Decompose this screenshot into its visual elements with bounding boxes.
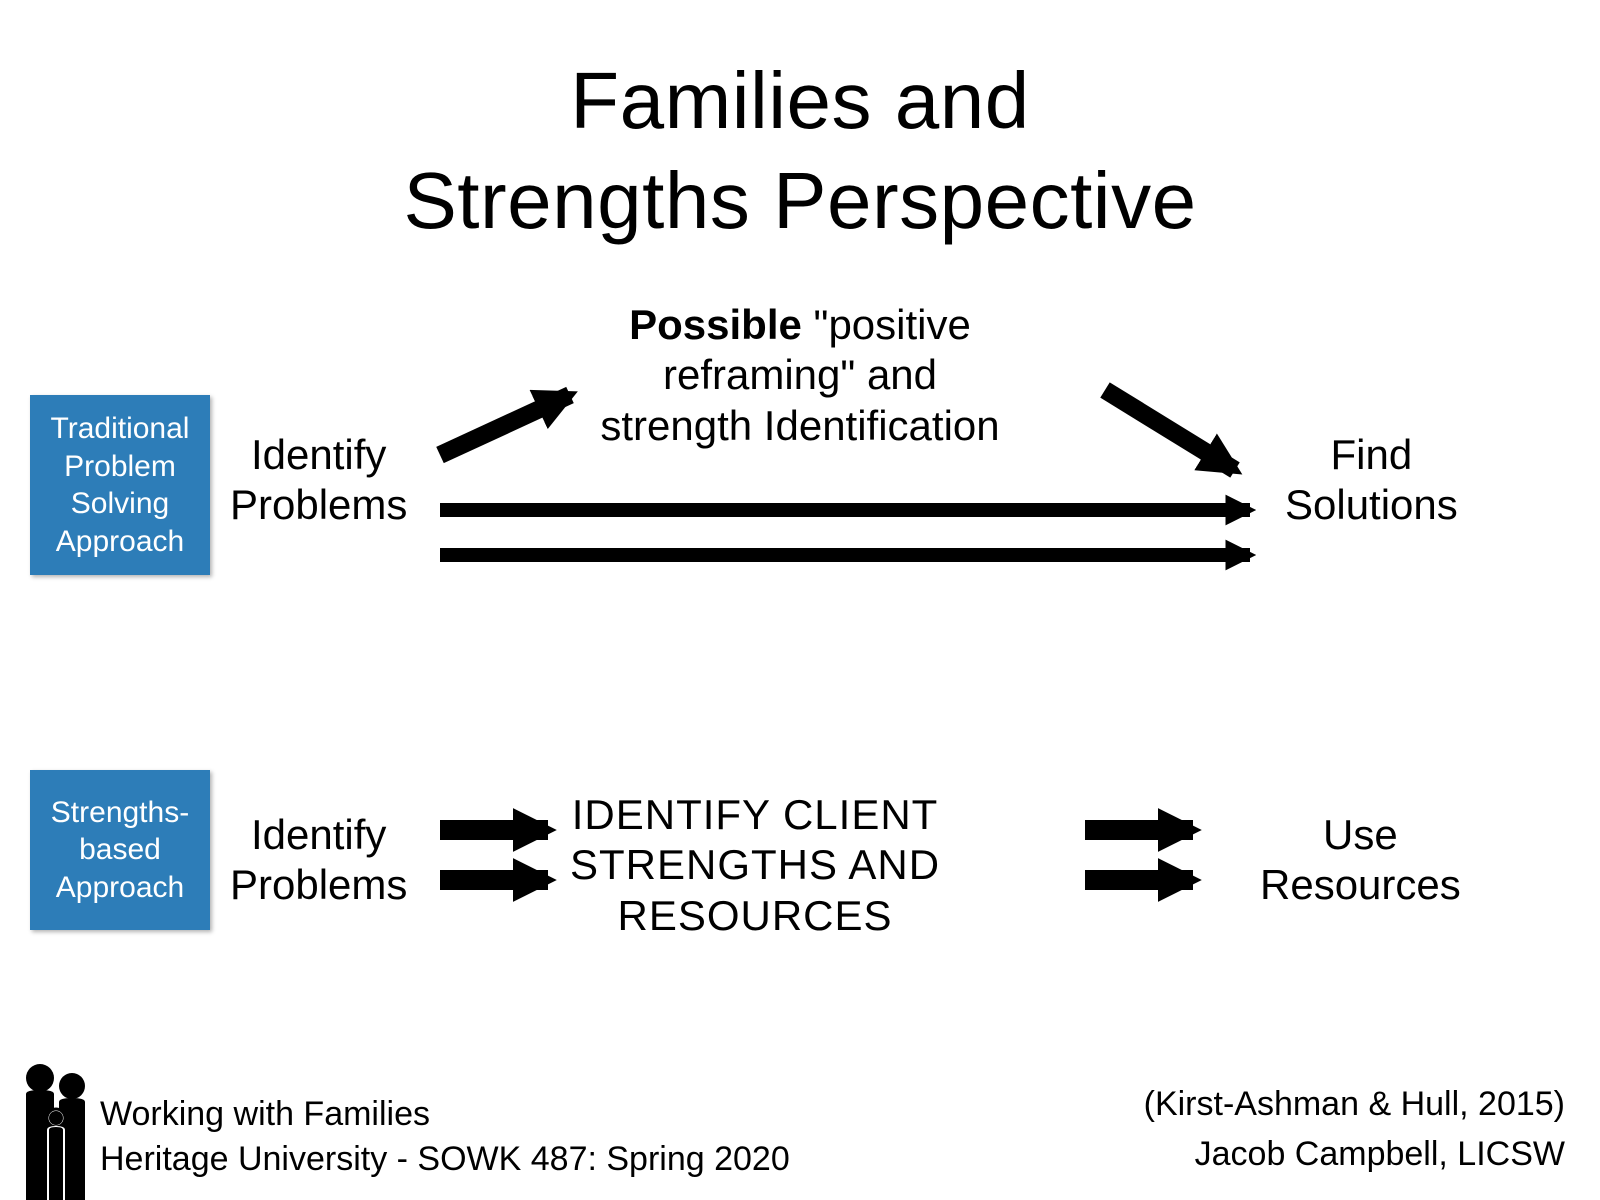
title-line2: Strengths Perspective	[0, 155, 1600, 247]
box-traditional-text: TraditionalProblemSolvingApproach	[51, 410, 190, 560]
box-strengths-approach: Strengths-basedApproach	[30, 770, 210, 930]
footer-right-2: Jacob Campbell, LICSW	[1195, 1135, 1565, 1174]
label-identify-strengths: IDENTIFY CLIENTSTRENGTHS ANDRESOURCES	[570, 790, 940, 941]
label-use-resources: UseResources	[1260, 810, 1461, 911]
box-strengths-text: Strengths-basedApproach	[51, 794, 189, 907]
label-identify-problems-2: IdentifyProblems	[230, 810, 407, 911]
label-possible-reframing: Possible "positivereframing" andstrength…	[490, 300, 1110, 451]
label-identify-problems-1: IdentifyProblems	[230, 430, 407, 531]
label-find-solutions: FindSolutions	[1285, 430, 1458, 531]
footer-left-1: Working with Families	[100, 1095, 430, 1134]
title-line1: Families and	[0, 55, 1600, 147]
footer-left-2: Heritage University - SOWK 487: Spring 2…	[100, 1140, 790, 1179]
arrow-diag-down	[1105, 390, 1235, 470]
label-possible-bold: Possible	[629, 301, 802, 348]
family-icon	[20, 1060, 105, 1200]
footer-right-1: (Kirst-Ashman & Hull, 2015)	[1144, 1085, 1565, 1124]
box-traditional-approach: TraditionalProblemSolvingApproach	[30, 395, 210, 575]
